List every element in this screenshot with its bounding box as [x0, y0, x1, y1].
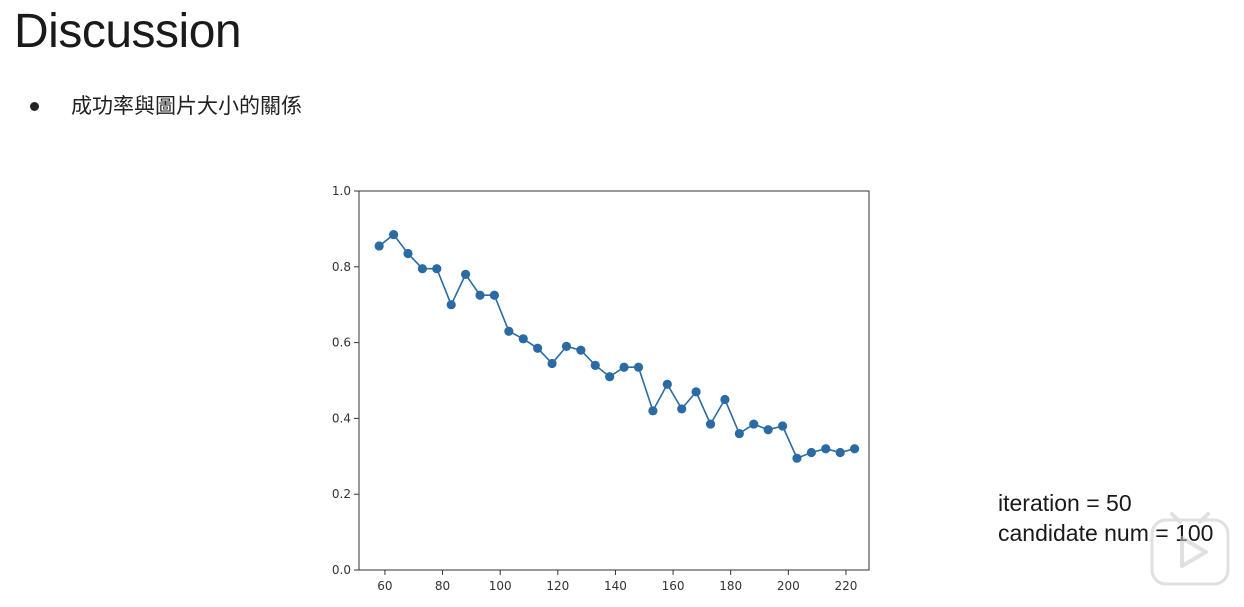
- data-point: [705, 419, 716, 429]
- x-tick-label: 80: [435, 579, 450, 593]
- bullet-text: 成功率與圖片大小的關係: [71, 95, 302, 118]
- data-point: [432, 264, 442, 274]
- data-point: [619, 362, 629, 372]
- data-point: [446, 300, 456, 310]
- candidate-num-text: candidate num = 100: [998, 520, 1214, 546]
- plot-frame: [358, 190, 870, 571]
- x-tick-label: 60: [377, 579, 392, 593]
- data-point: [475, 290, 485, 300]
- data-point: [561, 341, 572, 351]
- x-tick-label: 140: [604, 579, 627, 593]
- data-point: [763, 425, 773, 435]
- data-point: [533, 343, 543, 353]
- y-tick-label: 0.6: [332, 336, 351, 350]
- data-point: [518, 334, 528, 344]
- y-tick-label: 0.0: [332, 563, 351, 577]
- data-point: [605, 372, 615, 382]
- y-tick-label: 0.2: [332, 487, 351, 501]
- data-point: [777, 421, 788, 431]
- data-point: [734, 428, 744, 439]
- x-tick-label: 200: [777, 579, 800, 593]
- y-tick-label: 0.8: [332, 260, 351, 274]
- y-tick-label: 0.4: [332, 411, 351, 425]
- data-point: [547, 358, 557, 369]
- data-point: [504, 326, 514, 336]
- data-point: [633, 362, 644, 372]
- data-point: [677, 404, 687, 414]
- data-point: [388, 229, 399, 240]
- series-line: [378, 233, 855, 460]
- data-point: [489, 290, 500, 300]
- data-point: [835, 447, 845, 458]
- data-point: [576, 345, 586, 355]
- data-point: [461, 269, 471, 279]
- x-tick-label: 180: [719, 579, 742, 593]
- x-tick-label: 120: [546, 579, 569, 593]
- slide-title: Discussion: [14, 5, 242, 58]
- data-point: [417, 264, 427, 274]
- y-tick-label: 1.0: [332, 184, 351, 198]
- x-tick-label: 160: [662, 579, 685, 593]
- data-point: [720, 394, 730, 405]
- x-tick-label: 220: [834, 579, 857, 593]
- data-point: [749, 419, 759, 429]
- data-point: [590, 360, 600, 370]
- data-point: [662, 379, 672, 389]
- chart-plot-area: 0.0 0.2 0.4 0.6 0.8 1.0 60 80 100 120 140 160 180 200…: [332, 184, 870, 593]
- experiment-parameters: iteration = 50 candidate num = 100: [998, 488, 1213, 548]
- data-point: [806, 447, 816, 458]
- data-point: [403, 248, 413, 259]
- data-point: [691, 387, 701, 397]
- play-button-logo-icon: [1148, 512, 1232, 588]
- x-tick-label: 100: [489, 579, 512, 593]
- bullet-item: 成功率與圖片大小的關係: [30, 90, 302, 120]
- data-point: [821, 444, 831, 454]
- data-point: [849, 444, 860, 454]
- data-point: [374, 241, 384, 251]
- iteration-text: iteration = 50: [998, 490, 1132, 516]
- data-point: [792, 453, 802, 463]
- bullet-dot: [30, 101, 39, 111]
- data-point: [648, 406, 658, 416]
